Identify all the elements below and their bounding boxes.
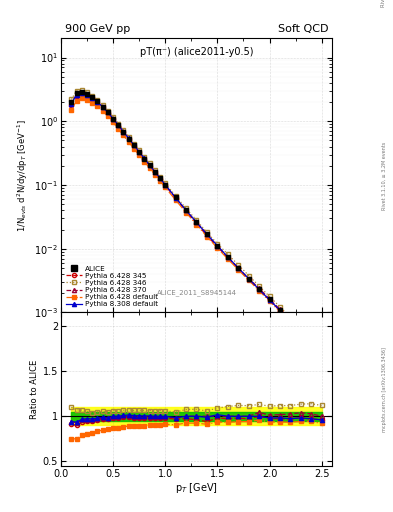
Y-axis label: Ratio to ALICE: Ratio to ALICE bbox=[29, 359, 39, 419]
Y-axis label: 1/N$_{evts}$ d$^{2}$N/dy/dp$_{T}$ [GeV$^{-1}$]: 1/N$_{evts}$ d$^{2}$N/dy/dp$_{T}$ [GeV$^… bbox=[16, 119, 30, 232]
Text: 900 GeV pp: 900 GeV pp bbox=[65, 24, 130, 34]
Text: pT(π⁻) (alice2011-y0.5): pT(π⁻) (alice2011-y0.5) bbox=[140, 47, 253, 57]
Text: Rivet 3.1.10, ≥ 3.2M events: Rivet 3.1.10, ≥ 3.2M events bbox=[382, 141, 387, 209]
Text: Rivet 3.1.10, ≥ 3.2M events: Rivet 3.1.10, ≥ 3.2M events bbox=[381, 0, 386, 7]
Text: mcplots.cern.ch [arXiv:1306.3436]: mcplots.cern.ch [arXiv:1306.3436] bbox=[382, 347, 387, 432]
X-axis label: p$_{T}$ [GeV]: p$_{T}$ [GeV] bbox=[175, 481, 218, 496]
Legend: ALICE, Pythia 6.428 345, Pythia 6.428 346, Pythia 6.428 370, Pythia 6.428 defaul: ALICE, Pythia 6.428 345, Pythia 6.428 34… bbox=[64, 264, 159, 309]
Text: Soft QCD: Soft QCD bbox=[278, 24, 328, 34]
Text: ALICE_2011_S8945144: ALICE_2011_S8945144 bbox=[156, 289, 237, 296]
